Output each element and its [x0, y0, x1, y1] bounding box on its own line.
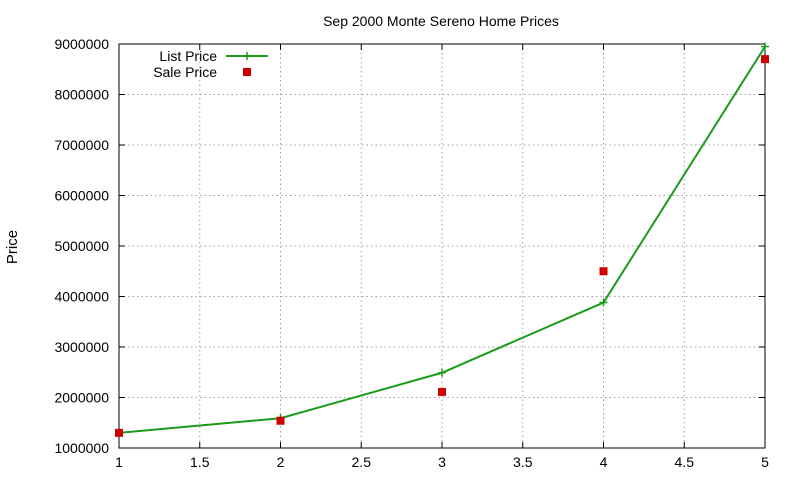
y-tick-label: 4000000 [54, 289, 109, 305]
chart-title: Sep 2000 Monte Sereno Home Prices [323, 13, 559, 29]
series-layer [115, 42, 769, 437]
y-tick-label: 2000000 [54, 390, 109, 406]
y-tick-label: 9000000 [54, 36, 109, 52]
legend-label: List Price [159, 48, 217, 64]
legend-cross-marker [243, 52, 251, 60]
y-tick-label: 7000000 [54, 137, 109, 153]
x-tick-label: 4 [600, 454, 608, 470]
list-price-point [599, 298, 608, 307]
y-tick-label: 8000000 [54, 87, 109, 103]
y-tick-label: 5000000 [54, 238, 109, 254]
y-tick-label: 3000000 [54, 339, 109, 355]
x-tick-label: 3.5 [513, 454, 533, 470]
x-tick-label: 2 [277, 454, 285, 470]
legend-label: Sale Price [153, 64, 217, 80]
y-tick-label: 1000000 [54, 440, 109, 456]
grid [118, 43, 766, 449]
legend-square-marker [243, 68, 251, 76]
y-tick-label: 6000000 [54, 188, 109, 204]
sale-price-point [599, 267, 608, 276]
axis-ticks: 1 1.5 2 2.5 3 3.5 4 4.5 5 1000000 2000000 3000000 40… [54, 36, 769, 470]
sale-price-point [115, 428, 123, 437]
x-tick-label: 2.5 [352, 454, 372, 470]
list-price-point [761, 42, 769, 51]
x-tick-label: 4.5 [675, 454, 695, 470]
sale-price-point [438, 387, 446, 396]
list-price-point [438, 368, 446, 377]
x-tick-label: 1.5 [190, 454, 210, 470]
y-axis-label: Price [4, 230, 21, 264]
x-tick-label: 3 [438, 454, 446, 470]
x-tick-label: 5 [761, 454, 769, 470]
x-tick-label: 1 [115, 454, 123, 470]
sale-price-point [761, 55, 769, 64]
sale-price-point [276, 416, 285, 425]
